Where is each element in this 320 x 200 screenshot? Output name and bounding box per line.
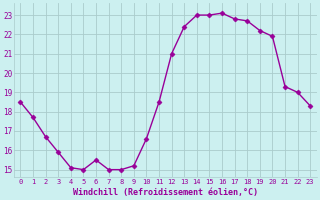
X-axis label: Windchill (Refroidissement éolien,°C): Windchill (Refroidissement éolien,°C) xyxy=(73,188,258,197)
